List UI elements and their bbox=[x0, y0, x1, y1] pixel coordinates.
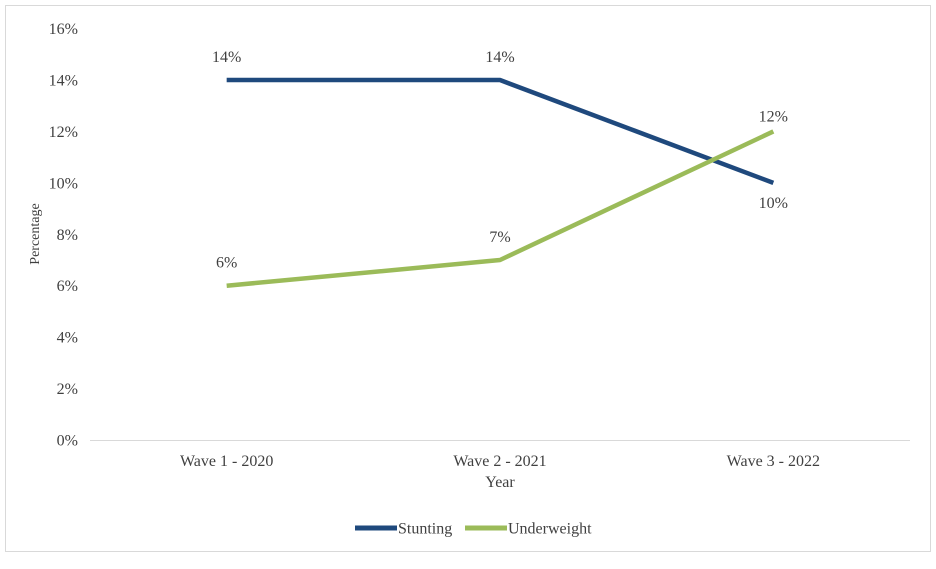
data-label-underweight: 7% bbox=[489, 229, 510, 246]
x-tick-label: Wave 2 - 2021 bbox=[453, 453, 546, 470]
data-label-underweight: 6% bbox=[216, 255, 237, 272]
x-axis-tick-labels: Wave 1 - 2020 Wave 2 - 2021 Wave 3 - 2022 bbox=[180, 453, 820, 470]
x-tick-label: Wave 3 - 2022 bbox=[727, 453, 820, 470]
y-tick-label: 12% bbox=[49, 124, 78, 141]
y-tick-label: 0% bbox=[57, 433, 78, 450]
data-label-stunting: 14% bbox=[485, 49, 514, 66]
y-axis-tick-labels: 0% 2% 4% 6% 8% 10% 12% 14% 16% bbox=[49, 21, 78, 449]
y-tick-label: 2% bbox=[57, 381, 78, 398]
y-tick-label: 6% bbox=[57, 278, 78, 295]
y-tick-label: 16% bbox=[49, 21, 78, 38]
data-label-stunting: 14% bbox=[212, 49, 241, 66]
data-labels: 14% 14% 10% 6% 7% 12% bbox=[212, 49, 788, 272]
series-line-stunting bbox=[226, 77, 775, 185]
y-axis-title: Percentage bbox=[28, 203, 43, 264]
x-axis-title: Year bbox=[485, 474, 515, 491]
series-line-underweight bbox=[226, 129, 775, 288]
y-tick-label: 8% bbox=[57, 227, 78, 244]
data-label-underweight: 12% bbox=[759, 108, 788, 125]
x-tick-label: Wave 1 - 2020 bbox=[180, 453, 273, 470]
legend-label-underweight: Underweight bbox=[508, 521, 592, 538]
y-tick-label: 14% bbox=[49, 73, 78, 90]
data-label-stunting: 10% bbox=[759, 195, 788, 212]
chart-border-frame bbox=[5, 5, 931, 552]
y-tick-label: 4% bbox=[57, 330, 78, 347]
series-lines bbox=[226, 77, 775, 288]
y-tick-label: 10% bbox=[49, 175, 78, 192]
legend: Stunting Underweight bbox=[355, 521, 592, 538]
legend-label-stunting: Stunting bbox=[398, 521, 452, 538]
